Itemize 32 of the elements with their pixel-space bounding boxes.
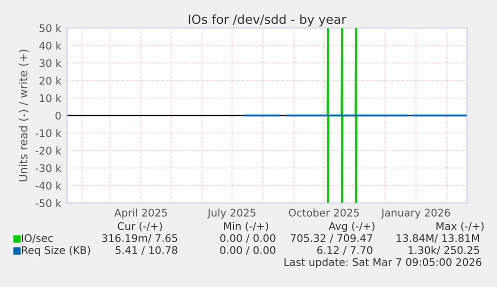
y-axis-title: Units read (-) / write (+) <box>18 50 29 182</box>
legend-label: Req Size (KB) <box>22 246 90 256</box>
text: 13.84M/ 13.81M <box>396 234 479 243</box>
x-tick-label: October 2025 <box>288 208 359 217</box>
y-tick-label: -40 k <box>36 182 62 190</box>
text: Avg (-/+) <box>328 222 374 232</box>
y-tick-label: -30 k <box>36 164 62 172</box>
text: 316.19m/ 7.65 <box>102 234 178 243</box>
chart-title: IOs for /dev/sdd - by year <box>188 14 346 26</box>
text: 5.41 / 10.78 <box>116 246 178 255</box>
y-tick-label: 20 k <box>40 76 62 85</box>
text: 1.30k/ 250.25 <box>408 246 480 255</box>
y-tick-label: 0 <box>56 112 61 120</box>
text: Last update: Sat Mar 7 09:05:00 2026 <box>284 258 482 268</box>
text: 705.32 / 709.47 <box>290 234 372 243</box>
text: Max (-/+) <box>436 222 484 232</box>
x-tick-label: January 2026 <box>380 208 450 219</box>
text: 0.00 / 0.00 <box>220 246 276 255</box>
text: Min (-/+) <box>224 222 268 232</box>
text: 0.00 / 0.00 <box>220 234 276 243</box>
legend-label: IO/sec <box>22 234 53 243</box>
y-tick-label: 40 k <box>39 42 62 50</box>
x-tick-label: July 2025 <box>207 208 256 219</box>
y-tick-label: 30 k <box>40 59 62 68</box>
text: Cur (-/+) <box>118 222 162 232</box>
y-tick-label: -10 k <box>36 129 62 138</box>
x-tick-label: April 2025 <box>114 208 167 219</box>
y-tick-label: 50 k <box>40 24 62 32</box>
text: 6.12 / 7.70 <box>317 246 372 255</box>
y-tick-label: 10 k <box>40 94 62 102</box>
y-tick-label: -20 k <box>36 146 62 155</box>
y-tick-label: -50 k <box>36 199 62 208</box>
